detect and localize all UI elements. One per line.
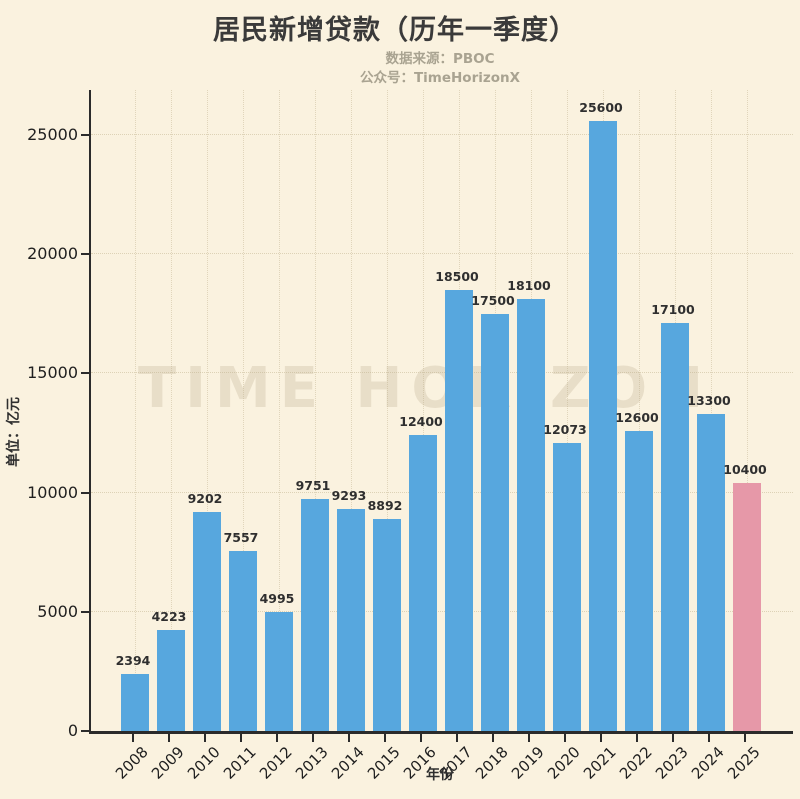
x-axis-title: 年份 [426, 767, 454, 783]
v-gridline [243, 90, 244, 731]
bar [193, 512, 221, 731]
v-gridline [423, 90, 424, 731]
bar-value-label: 9202 [187, 491, 223, 506]
v-gridline [279, 90, 280, 731]
x-tick-mark [132, 734, 134, 742]
x-tick-mark [492, 734, 494, 742]
h-gridline [91, 372, 793, 373]
bar [481, 314, 509, 731]
v-gridline [747, 90, 748, 731]
bar [121, 674, 149, 731]
x-tick-mark [636, 734, 638, 742]
v-gridline [351, 90, 352, 731]
x-tick-mark [204, 734, 206, 742]
v-gridline [387, 90, 388, 731]
bar [229, 551, 257, 731]
x-tick-mark [240, 734, 242, 742]
bar [733, 483, 761, 731]
bar-value-label: 18100 [507, 278, 551, 293]
bar-value-label: 7557 [223, 530, 259, 545]
y-tick-label: 20000 [27, 244, 78, 263]
bar-value-label: 13300 [687, 393, 731, 408]
x-tick-mark [168, 734, 170, 742]
h-gridline [91, 253, 793, 254]
bar [697, 414, 725, 731]
v-gridline [135, 90, 136, 731]
y-tick-label: 5000 [37, 602, 78, 621]
bar-value-label: 17500 [471, 293, 515, 308]
bar [661, 323, 689, 731]
bar-value-label: 9751 [295, 478, 331, 493]
bar [517, 299, 545, 731]
bar-value-label: 18500 [435, 269, 479, 284]
x-tick-mark [456, 734, 458, 742]
bar-value-label: 17100 [651, 302, 695, 317]
bar [553, 443, 581, 731]
y-tick-mark [81, 253, 89, 255]
bar [409, 435, 437, 731]
v-gridline [711, 90, 712, 731]
y-tick-label: 25000 [27, 125, 78, 144]
chart-title: 居民新增贷款（历年一季度） [213, 15, 577, 46]
v-gridline [171, 90, 172, 731]
plot-area [89, 90, 793, 734]
x-tick-mark [312, 734, 314, 742]
bar-value-label: 4995 [259, 591, 295, 606]
x-tick-mark [384, 734, 386, 742]
y-axis-title: 单位：亿元 [6, 397, 22, 467]
bar-value-label: 9293 [331, 488, 367, 503]
y-tick-mark [81, 372, 89, 374]
h-gridline [91, 611, 793, 612]
y-tick-mark [81, 492, 89, 494]
h-gridline [91, 492, 793, 493]
x-tick-mark [276, 734, 278, 742]
bar [373, 519, 401, 731]
bar [625, 431, 653, 731]
bar-value-label: 12073 [543, 422, 587, 437]
y-tick-mark [81, 134, 89, 136]
x-tick-mark [672, 734, 674, 742]
chart-subtitle: 数据来源：PBOC 公众号：TimeHorizonX [89, 50, 791, 88]
x-tick-mark [420, 734, 422, 742]
bar-value-label: 25600 [579, 100, 623, 115]
bar [157, 630, 185, 731]
v-gridline [639, 90, 640, 731]
x-tick-mark [744, 734, 746, 742]
x-tick-mark [600, 734, 602, 742]
bar-value-label: 2394 [115, 653, 151, 668]
v-gridline [315, 90, 316, 731]
y-tick-mark [81, 611, 89, 613]
y-tick-label: 15000 [27, 363, 78, 382]
bar [589, 121, 617, 731]
x-tick-mark [708, 734, 710, 742]
bar-value-label: 8892 [367, 498, 403, 513]
bar [265, 612, 293, 731]
x-tick-mark [564, 734, 566, 742]
bar [445, 290, 473, 731]
y-tick-mark [81, 730, 89, 732]
y-tick-label: 0 [67, 721, 78, 740]
bar-value-label: 12600 [615, 410, 659, 425]
bar [337, 509, 365, 731]
bar [301, 499, 329, 731]
x-tick-mark [348, 734, 350, 742]
subtitle-source: 数据来源：PBOC [385, 51, 495, 67]
v-gridline [567, 90, 568, 731]
y-tick-label: 10000 [27, 483, 78, 502]
bar-value-label: 12400 [399, 414, 443, 429]
bar-value-label: 4223 [151, 609, 187, 624]
v-gridline [207, 90, 208, 731]
bar-value-label: 10400 [723, 462, 767, 477]
h-gridline [91, 134, 793, 135]
subtitle-account: 公众号：TimeHorizonX [359, 70, 521, 86]
x-tick-mark [528, 734, 530, 742]
